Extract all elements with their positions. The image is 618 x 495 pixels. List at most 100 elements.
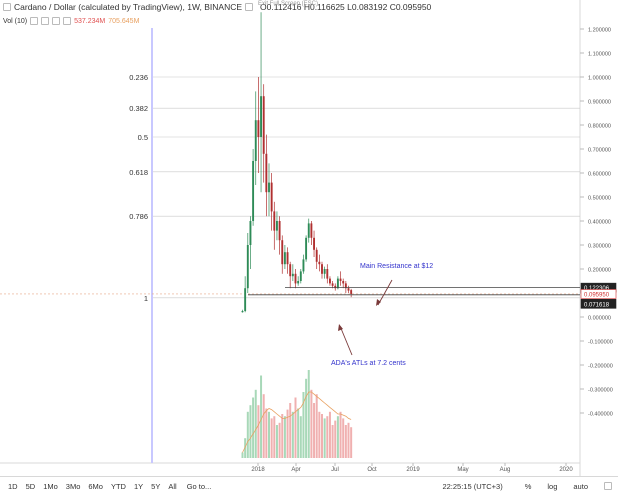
candle-body xyxy=(283,252,286,265)
arrowhead-icon xyxy=(376,299,381,306)
volume-bar xyxy=(297,408,300,458)
volume-bar xyxy=(289,403,292,458)
settings-icon[interactable] xyxy=(41,17,50,25)
candle-body xyxy=(257,120,260,137)
volume-bar xyxy=(302,392,305,458)
candle-body xyxy=(286,252,289,265)
candle-body xyxy=(321,264,323,274)
range-5d[interactable]: 5D xyxy=(25,481,36,491)
candle-body xyxy=(252,161,255,221)
time-tick-label: 2020 xyxy=(559,467,573,473)
legend-eye-icon[interactable] xyxy=(245,3,254,11)
volume-bar xyxy=(246,411,249,458)
candle-body xyxy=(347,288,350,291)
range-6mo[interactable]: 6Mo xyxy=(88,481,103,491)
candle-body xyxy=(270,182,273,212)
time-tick-label: Oct xyxy=(367,467,377,473)
volume-bar xyxy=(339,411,342,458)
candle-body xyxy=(315,249,318,262)
auto-toggle[interactable]: auto xyxy=(573,481,588,491)
price-tag-label: 0.095950 xyxy=(584,292,610,298)
arrowhead-icon xyxy=(338,324,343,331)
range-1y[interactable]: 1Y xyxy=(133,481,144,491)
exit-fullscreen-hint[interactable]: Exit Full Screen (ESC) xyxy=(258,1,319,7)
annotation-atl: ADA's ATLs at 7.2 cents xyxy=(331,360,406,367)
price-tick-label: 0.600000 xyxy=(588,172,611,178)
price-tick-label: 1.200000 xyxy=(588,28,611,34)
collapse-icon[interactable] xyxy=(3,3,11,11)
volume-label[interactable]: Vol (10) xyxy=(3,17,28,25)
close-icon[interactable] xyxy=(52,17,61,25)
volume-bar xyxy=(315,394,318,458)
price-tick-label: -0.200000 xyxy=(588,364,613,370)
volume-bar xyxy=(260,375,263,458)
range-all[interactable]: All xyxy=(168,481,177,491)
volume-bar xyxy=(350,427,353,458)
price-tag-label: 0.122306 xyxy=(584,286,610,292)
price-tick-label: -0.300000 xyxy=(588,388,613,394)
candle-body xyxy=(342,281,345,284)
price-tick-label: 0.200000 xyxy=(588,268,611,274)
volume-bar xyxy=(336,416,339,458)
settings-gear-icon[interactable] xyxy=(604,481,612,490)
candle-body xyxy=(323,269,326,274)
price-tick-label: 0.000000 xyxy=(588,316,611,322)
fib-level-label: 0.618 xyxy=(129,168,148,177)
percent-toggle[interactable]: % xyxy=(524,481,532,491)
range-5y[interactable]: 5Y xyxy=(151,481,161,491)
goto-button[interactable]: Go to... xyxy=(186,481,212,491)
volume-bar xyxy=(313,403,316,458)
volume-bar xyxy=(342,418,345,458)
volume-bar xyxy=(291,411,294,458)
price-tag-label: 0.071618 xyxy=(584,302,610,308)
volume-bar xyxy=(278,422,281,458)
annotation-resistance: Main Resistance at $12 xyxy=(360,263,433,270)
candle-body xyxy=(350,290,353,294)
volume-bar xyxy=(299,416,302,458)
candle-body xyxy=(265,153,268,193)
clock-timezone[interactable]: 22:25:15 (UTC+3) xyxy=(442,481,503,491)
visibility-icon[interactable] xyxy=(30,17,39,25)
log-toggle[interactable]: log xyxy=(547,481,558,491)
price-tick-label: 1.100000 xyxy=(588,52,611,58)
volume-bar xyxy=(307,370,310,458)
price-tag xyxy=(580,299,617,309)
time-tick-label: May xyxy=(457,467,468,473)
candle-body xyxy=(326,269,329,279)
range-1mo[interactable]: 1Mo xyxy=(43,481,58,491)
price-tick-label: 0.700000 xyxy=(588,148,611,154)
candle-body xyxy=(318,261,321,265)
fib-level-label: 0.382 xyxy=(129,104,148,113)
volume-bar xyxy=(305,378,308,458)
range-ytd[interactable]: YTD xyxy=(110,481,126,491)
fib-level-label: 0.786 xyxy=(129,212,148,221)
volume-bar xyxy=(294,397,297,458)
highlight-band xyxy=(151,28,153,463)
volume-ma-value: 705.645M xyxy=(108,17,140,25)
annotation-arrow xyxy=(377,279,393,306)
bottom-toolbar: 1D 5D 1Mo 3Mo 6Mo YTD 1Y 5Y All Go to...… xyxy=(0,476,618,495)
range-3mo[interactable]: 3Mo xyxy=(65,481,81,491)
candle-body xyxy=(310,223,313,238)
candle-body xyxy=(334,285,337,289)
volume-ma-line xyxy=(242,391,352,453)
candle-body xyxy=(336,278,339,289)
annotation-arrow xyxy=(339,325,353,356)
candle-body xyxy=(291,273,294,277)
candle-body xyxy=(246,245,249,289)
candle-body xyxy=(244,288,247,311)
volume-legend: Vol (10) 537.234M 705.645M xyxy=(3,17,139,25)
candle-body xyxy=(254,120,257,161)
volume-bar xyxy=(347,422,350,458)
candle-body xyxy=(278,221,281,241)
symbol-title[interactable]: Cardano / Dollar (calculated by TradingV… xyxy=(14,2,243,12)
candle-body xyxy=(268,182,270,193)
volume-bar xyxy=(331,425,334,458)
range-1d[interactable]: 1D xyxy=(8,481,18,491)
candle-body xyxy=(260,96,262,137)
more-icon[interactable] xyxy=(63,17,72,25)
volume-bar xyxy=(286,409,289,458)
price-tick-label: -0.400000 xyxy=(588,412,613,418)
candle-body xyxy=(307,223,310,238)
